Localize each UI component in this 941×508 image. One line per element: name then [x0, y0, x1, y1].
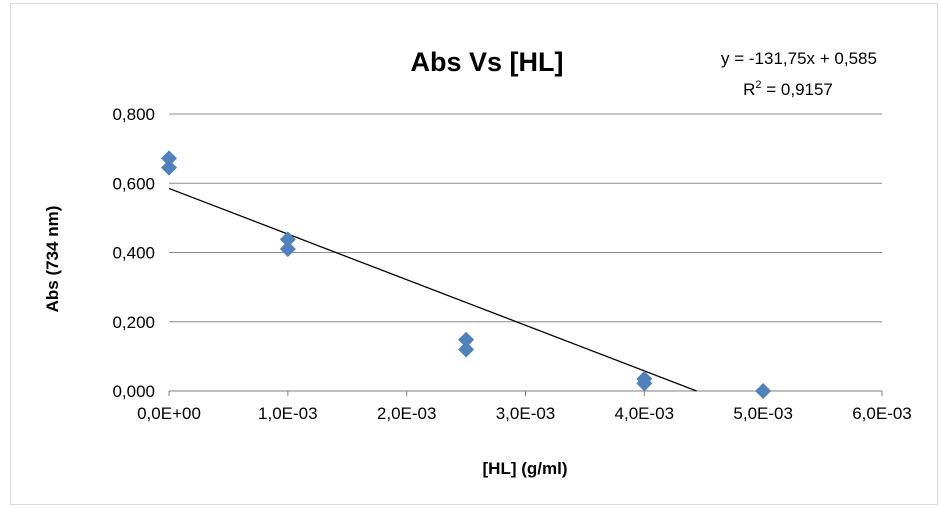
y-tick-label-3: 0,600 [112, 174, 155, 193]
data-point-0-5 [458, 341, 475, 358]
r-squared-symbol: R [743, 80, 755, 99]
y-tick-label-4: 0,800 [112, 105, 155, 124]
gridlines [169, 113, 882, 323]
y-tick-label-2: 0,400 [112, 244, 155, 263]
x-tick-label-4: 4,0E-03 [615, 404, 675, 423]
x-tick-label-1: 1,0E-03 [258, 404, 318, 423]
axes [168, 390, 883, 396]
data-point-0-1 [161, 159, 177, 176]
x-tick-label-5: 5,0E-03 [733, 404, 793, 423]
data-point-0-8 [755, 383, 772, 399]
x-tick-label-6: 6,0E-03 [852, 404, 912, 423]
y-tick-labels: 0,000 0,200 0,400 0,600 0,800 [112, 105, 155, 401]
trendline-layer [168, 187, 697, 392]
data-points [161, 150, 772, 399]
data-point-0-7 [636, 375, 653, 392]
data-point-0-3 [279, 241, 296, 258]
x-tick-label-3: 3,0E-03 [496, 404, 556, 423]
r-squared-value: = 0,9157 [762, 80, 833, 99]
x-tick-labels: 0,0E+00 1,0E-03 2,0E-03 3,0E-03 4,0E-03 5,0E-… [137, 404, 912, 423]
x-tick-label-2: 2,0E-03 [377, 404, 437, 423]
y-axis-label: Abs (734 nm) [43, 206, 62, 313]
r-squared-exponent: 2 [755, 79, 761, 91]
y-tick-label-1: 0,200 [112, 313, 155, 332]
x-axis-label: [HL] (g/ml) [483, 459, 568, 478]
x-tick-label-0: 0,0E+00 [137, 404, 201, 423]
y-tick-label-0: 0,000 [112, 382, 155, 401]
chart-title: Abs Vs [HL] [410, 47, 563, 77]
chart-svg: 0,000 0,200 0,400 0,600 0,800 0,0E+00 1,0E-03… [43, 47, 912, 478]
data-point-0-4 [458, 331, 475, 348]
r-squared-label: R2 = 0,9157 [743, 79, 833, 99]
trendline [168, 187, 697, 392]
trendline-equation: y = -131,75x + 0,585 [721, 49, 877, 68]
data-point-0-2 [279, 231, 296, 248]
data-point-0-0 [161, 150, 177, 167]
chart-area: 0,000 0,200 0,400 0,600 0,800 0,0E+00 1,0E-03… [10, 3, 938, 505]
